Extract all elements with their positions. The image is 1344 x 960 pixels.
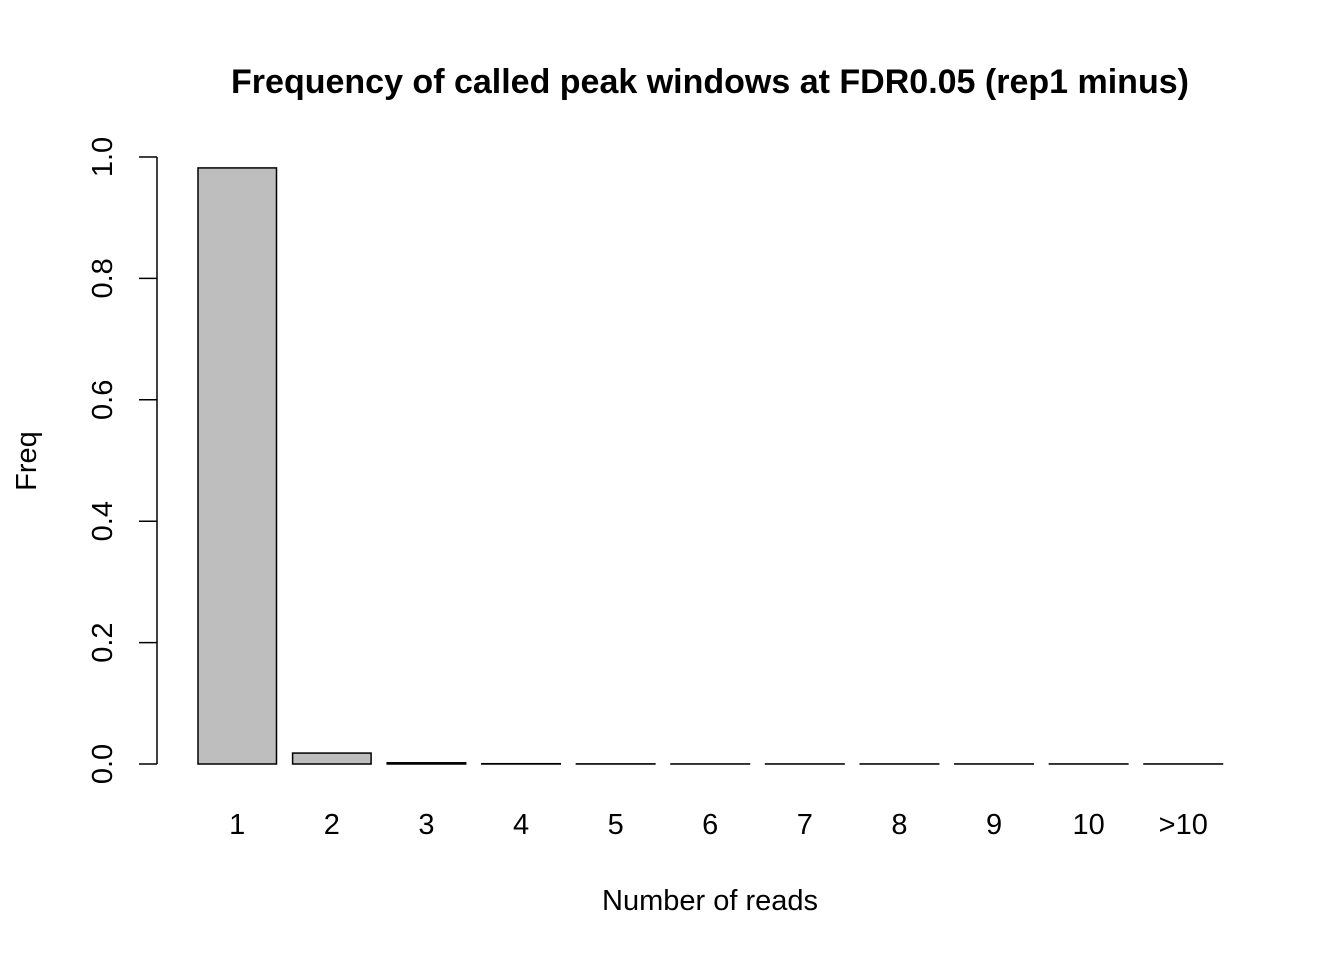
x-tick-label: 8 bbox=[891, 809, 907, 841]
bar-1 bbox=[197, 167, 278, 765]
x-tick-label: 4 bbox=[513, 809, 529, 841]
x-axis-label: Number of reads bbox=[602, 885, 818, 917]
y-axis-label: Freq bbox=[11, 431, 43, 491]
y-tick-label: 0.6 bbox=[87, 380, 119, 420]
x-tick-label: 9 bbox=[986, 809, 1002, 841]
y-tick-label: 0.4 bbox=[87, 501, 119, 541]
x-tick-label: 1 bbox=[229, 809, 245, 841]
y-axis: 0.0 0.2 0.4 0.6 0.8 1.0 bbox=[87, 137, 158, 784]
y-tick-label: 1.0 bbox=[87, 137, 119, 177]
x-tick-labels: 1 2 3 4 5 6 7 8 9 10 >10 bbox=[229, 809, 1208, 841]
x-tick-label: 7 bbox=[797, 809, 813, 841]
y-tick-label: 0.0 bbox=[87, 744, 119, 784]
x-tick-label: 2 bbox=[324, 809, 340, 841]
bars-group bbox=[197, 167, 1224, 765]
chart-title: Frequency of called peak windows at FDR0… bbox=[231, 63, 1189, 101]
x-tick-label: 10 bbox=[1073, 809, 1105, 841]
x-tick-label: 5 bbox=[608, 809, 624, 841]
x-tick-label: >10 bbox=[1159, 809, 1208, 841]
bar-3 bbox=[386, 762, 467, 765]
x-tick-label: 6 bbox=[702, 809, 718, 841]
x-tick-label: 3 bbox=[418, 809, 434, 841]
bar-2 bbox=[291, 752, 372, 765]
y-tick-label: 0.2 bbox=[87, 622, 119, 662]
y-tick-label: 0.8 bbox=[87, 258, 119, 298]
